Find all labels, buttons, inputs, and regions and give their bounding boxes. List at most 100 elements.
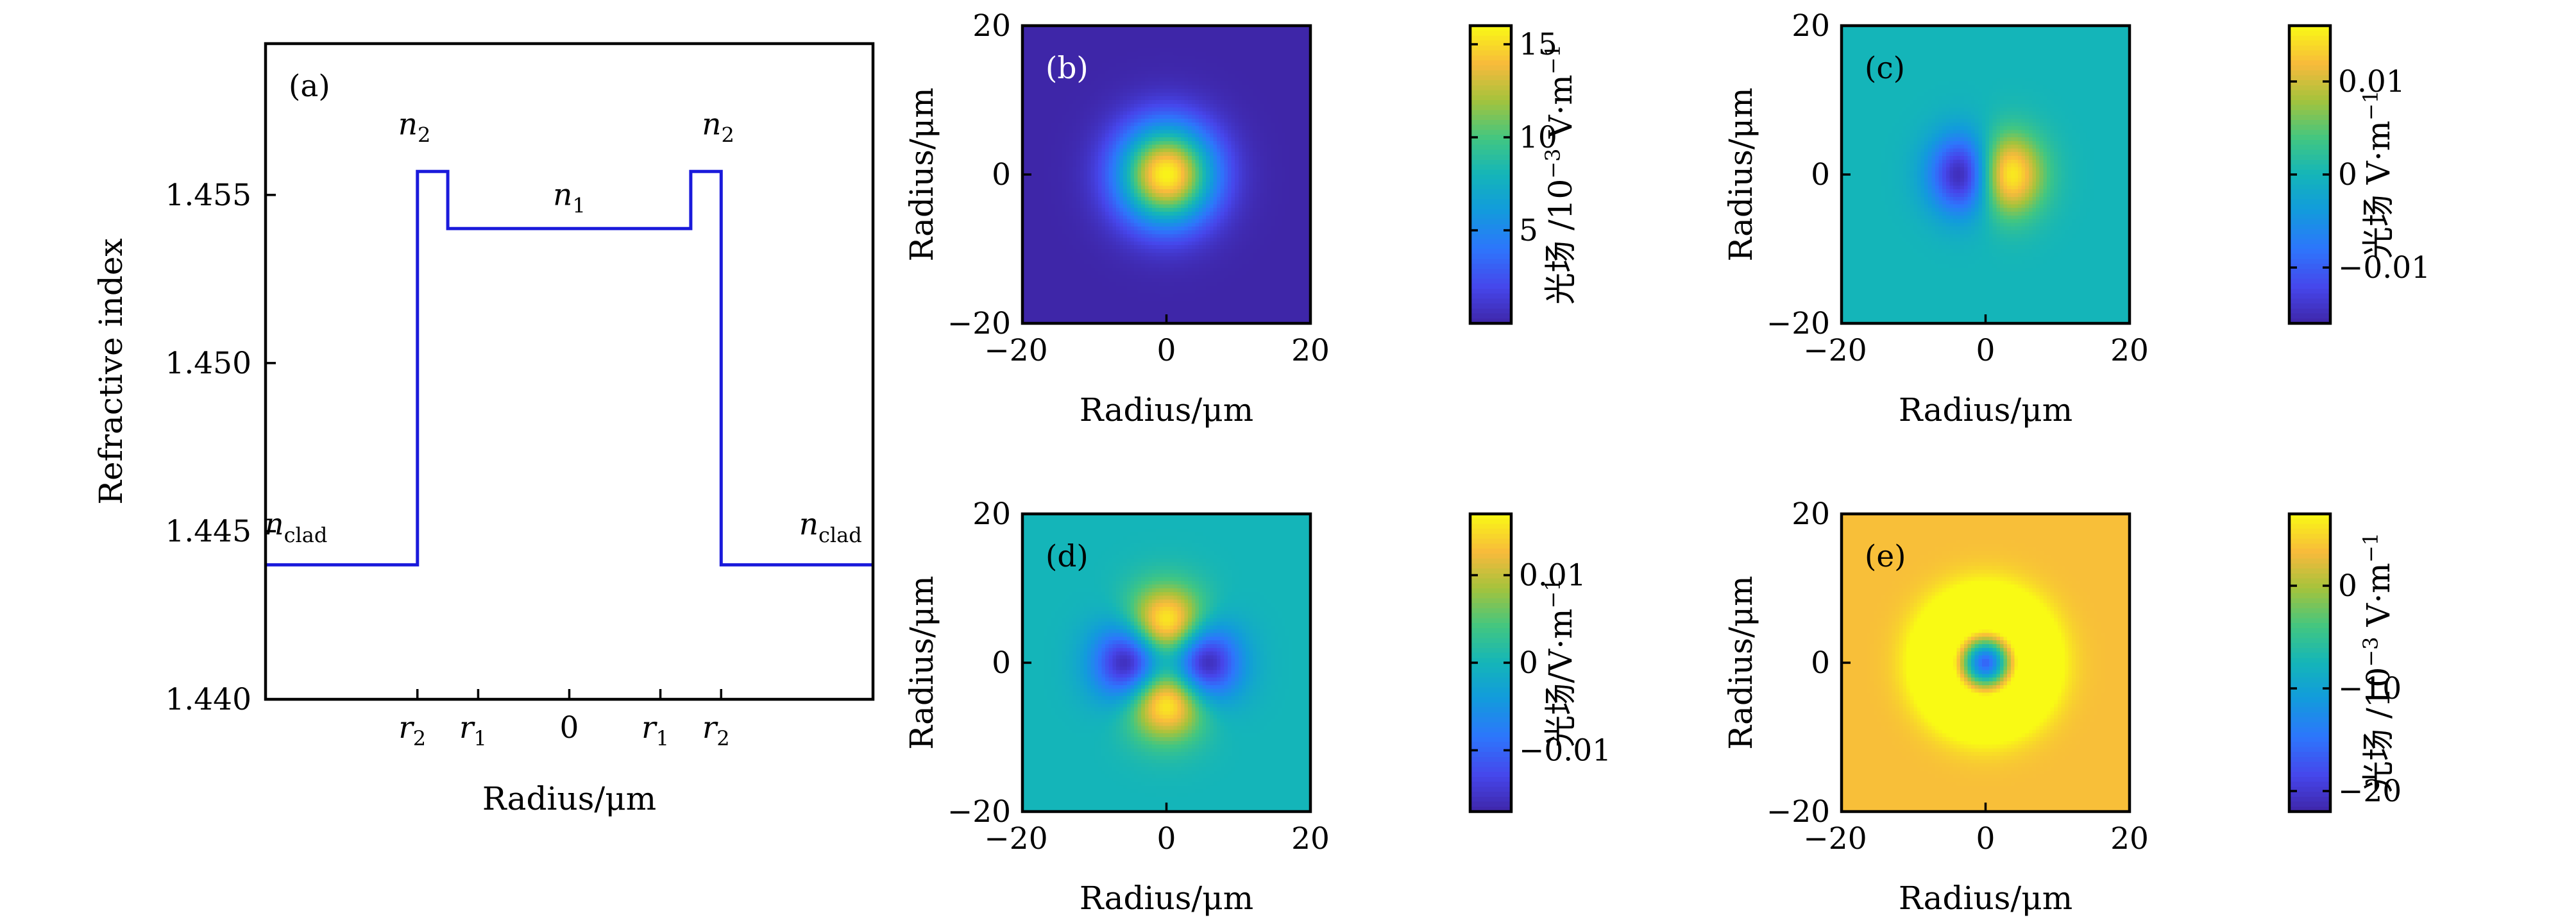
- heatmap-cell: [1159, 81, 1164, 86]
- heatmap-cell: [1126, 182, 1131, 186]
- heatmap-cell: [1119, 252, 1124, 257]
- heatmap-cell: [1166, 286, 1171, 291]
- heatmap-cell: [1044, 219, 1048, 223]
- heatmap-cell: [1047, 278, 1052, 283]
- heatmap-cell: [1119, 78, 1124, 82]
- heatmap-cell: [1177, 96, 1182, 101]
- heatmap-cell: [1162, 92, 1167, 97]
- heatmap-cell: [1199, 212, 1203, 216]
- heatmap-cell: [1177, 107, 1182, 112]
- heatmap-cell: [1162, 282, 1167, 287]
- heatmap-cell: [1155, 268, 1160, 272]
- heatmap-cell: [1159, 319, 1164, 324]
- heatmap-cell: [1130, 37, 1135, 41]
- heatmap-cell: [1090, 289, 1095, 294]
- heatmap-cell: [1180, 163, 1185, 167]
- heatmap-cell: [1040, 40, 1045, 45]
- annotation-subscript: 2: [418, 123, 430, 148]
- heatmap-cell: [1137, 78, 1142, 82]
- heatmap-cell: [1065, 59, 1070, 64]
- heatmap-cell: [1101, 260, 1106, 264]
- heatmap-cell: [1180, 268, 1185, 272]
- heatmap-cell: [1231, 237, 1235, 242]
- heatmap-cell: [1242, 271, 1246, 276]
- heatmap-cell: [1235, 152, 1239, 157]
- heatmap-cell: [1101, 144, 1106, 149]
- heatmap-cell: [1033, 96, 1038, 101]
- heatmap-cell: [1069, 249, 1074, 253]
- heatmap-cell: [1238, 37, 1242, 41]
- heatmap-cell: [1119, 319, 1124, 324]
- heatmap-cell: [1242, 29, 1246, 34]
- heatmap-cell: [1083, 264, 1088, 268]
- heatmap-cell: [1097, 282, 1103, 287]
- heatmap-cell: [1130, 319, 1135, 324]
- heatmap-cell: [1033, 237, 1038, 242]
- heatmap-cell: [1235, 215, 1239, 220]
- heatmap-cell: [1137, 230, 1142, 235]
- heatmap-cell: [1148, 293, 1153, 298]
- heatmap-cell: [1227, 148, 1232, 153]
- heatmap-cell: [1227, 278, 1232, 283]
- heatmap-cell: [1238, 159, 1242, 164]
- heatmap-cell: [1231, 275, 1235, 279]
- heatmap-cell: [1076, 126, 1081, 130]
- heatmap-cell: [1108, 278, 1113, 283]
- heatmap-cell: [1072, 55, 1077, 60]
- heatmap-cell: [1144, 185, 1149, 190]
- heatmap-cell: [1141, 33, 1146, 37]
- heatmap-cell: [1065, 245, 1070, 250]
- heatmap-cell: [1220, 196, 1224, 201]
- heatmap-cell: [1119, 152, 1124, 157]
- heatmap-cell: [1051, 301, 1056, 305]
- heatmap-cell: [1242, 89, 1246, 93]
- heatmap-cell: [1206, 204, 1210, 209]
- heatmap-cell: [1148, 37, 1153, 41]
- heatmap-cell: [1072, 126, 1077, 130]
- heatmap-cell: [1033, 122, 1038, 127]
- heatmap-cell: [1184, 51, 1189, 56]
- heatmap-cell: [1184, 200, 1189, 205]
- heatmap-cell: [1076, 159, 1081, 164]
- heatmap-cell: [1162, 163, 1167, 167]
- heatmap-cell: [1080, 40, 1085, 45]
- heatmap-cell: [1184, 268, 1189, 272]
- x-axis-label: Radius/μm: [482, 780, 656, 817]
- heatmap-cell: [1108, 107, 1113, 112]
- heatmap-cell: [1199, 141, 1203, 146]
- heatmap-cell: [1026, 159, 1030, 164]
- heatmap-cell: [1051, 208, 1056, 212]
- heatmap-cell: [1188, 234, 1192, 239]
- heatmap-cell: [1177, 126, 1182, 130]
- x-tick-subscript: 2: [716, 726, 729, 751]
- heatmap-cell: [1206, 92, 1210, 97]
- heatmap-cell: [1199, 33, 1203, 37]
- heatmap-cell: [1026, 55, 1030, 60]
- heatmap-cell: [1206, 126, 1210, 130]
- heatmap-cell: [1199, 130, 1203, 134]
- heatmap-cell: [1235, 237, 1239, 242]
- heatmap-cell: [1217, 193, 1221, 198]
- heatmap-cell: [1224, 200, 1228, 205]
- heatmap-cell: [1115, 241, 1121, 246]
- heatmap-cell: [1155, 119, 1160, 123]
- heatmap-cell: [1055, 301, 1059, 305]
- heatmap-cell: [1058, 234, 1063, 239]
- heatmap-cell: [1022, 249, 1027, 253]
- heatmap-cell: [1206, 74, 1210, 78]
- heatmap-cell: [1166, 40, 1171, 45]
- heatmap-cell: [1173, 208, 1178, 212]
- heatmap-cell: [1155, 29, 1160, 34]
- heatmap-cell: [1220, 275, 1224, 279]
- heatmap-cell: [1087, 264, 1092, 268]
- heatmap-cell: [1130, 245, 1135, 250]
- heatmap-cell: [1126, 286, 1131, 291]
- heatmap-cell: [1209, 219, 1214, 223]
- heatmap-cell: [1097, 223, 1103, 227]
- heatmap-cell: [1047, 171, 1052, 175]
- heatmap-cell: [1044, 141, 1048, 146]
- heatmap-cell: [1119, 100, 1124, 105]
- heatmap-cell: [1231, 33, 1235, 37]
- heatmap-cell: [1162, 59, 1167, 64]
- heatmap-cell: [1090, 249, 1095, 253]
